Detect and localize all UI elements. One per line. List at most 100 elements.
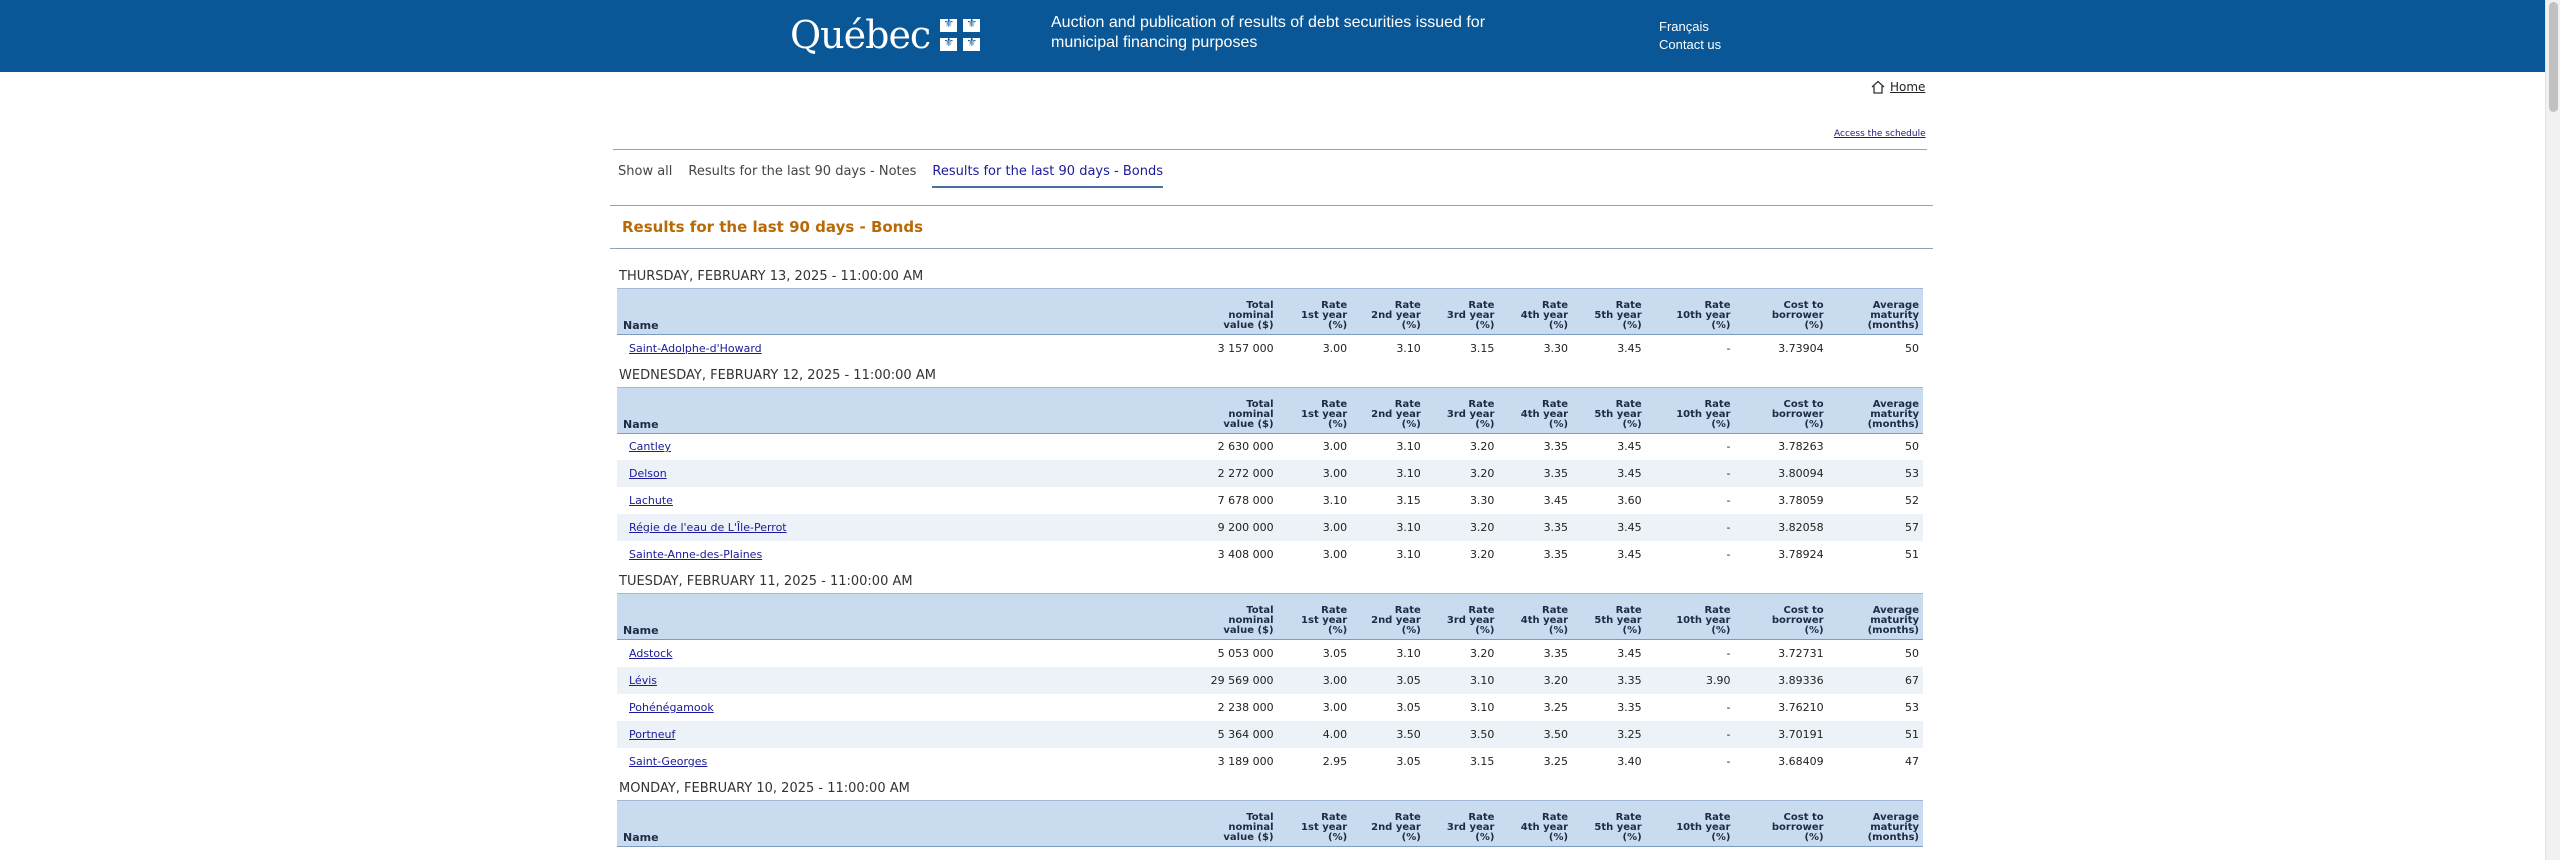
tab-bonds-90-days[interactable]: Results for the last 90 days - Bonds	[932, 164, 1163, 188]
column-header[interactable]: Cost to borrower (%)	[1734, 593, 1828, 640]
municipality-link[interactable]: Delson	[629, 467, 667, 480]
column-header-line: 1st year	[1301, 408, 1348, 420]
column-header-line: Rate	[1704, 605, 1731, 616]
column-header[interactable]: Total nominal value ($)	[1180, 386, 1278, 434]
column-header[interactable]: Total nominal value ($)	[1180, 799, 1278, 847]
column-header-line: Total	[1246, 398, 1274, 410]
table-row: Lévis 29 569 000 3.00 3.05 3.10 3.20 3.35 3.90 3…	[617, 666, 1923, 694]
column-header[interactable]: Rate 1st year (%)	[1277, 288, 1352, 335]
column-header[interactable]: Average maturity (months)	[1827, 288, 1923, 335]
column-header-line: Rate	[1542, 300, 1569, 311]
vertical-scrollbar[interactable]	[2545, 0, 2560, 860]
municipality-link[interactable]: Pohénégamook	[629, 700, 714, 714]
column-header[interactable]: Rate 2nd year (%)	[1351, 799, 1425, 847]
municipality-cell: Pohénégamook	[617, 694, 1180, 721]
column-header-line: (%)	[1475, 320, 1495, 331]
column-header-line: 2nd year	[1371, 615, 1421, 626]
column-header[interactable]: Rate 10th year (%)	[1645, 386, 1735, 434]
language-link[interactable]: Français	[1659, 19, 1709, 34]
municipality-link[interactable]: Portneuf	[629, 727, 676, 741]
day-title: THURSDAY, FEBRUARY 13, 2025 - 11:00:00 A…	[619, 269, 924, 284]
contact-link[interactable]: Contact us	[1659, 37, 1722, 52]
column-header-line: Name	[623, 830, 659, 844]
column-header[interactable]: Total nominal value ($)	[1180, 288, 1278, 335]
column-header-line: Rate	[1321, 300, 1348, 311]
municipality-link[interactable]: Lachute	[629, 494, 673, 507]
day-title: TUESDAY, FEBRUARY 11, 2025 - 11:00:00 AM	[619, 574, 913, 589]
value-cell: 3.10	[1351, 460, 1425, 487]
column-header-line: (months)	[1867, 625, 1919, 636]
column-header[interactable]: Average maturity (months)	[1827, 386, 1923, 434]
column-header[interactable]: Average maturity (months)	[1827, 799, 1923, 847]
column-header[interactable]: Rate 5th year (%)	[1572, 288, 1646, 335]
column-header-line: (%)	[1804, 625, 1824, 636]
column-header[interactable]: Name	[617, 386, 1181, 434]
value-cell: 3.20	[1424, 514, 1499, 541]
column-header-line: (%)	[1475, 418, 1495, 430]
municipality-link[interactable]: Cantley	[629, 440, 672, 454]
column-header[interactable]: Rate 4th year (%)	[1498, 593, 1573, 640]
column-header[interactable]: Rate 5th year (%)	[1572, 799, 1646, 847]
column-header[interactable]: Rate 3rd year (%)	[1424, 593, 1499, 640]
municipality-link[interactable]: Saint-Georges	[629, 754, 708, 768]
value-cell: 3 408 000	[1217, 548, 1274, 561]
column-header[interactable]: Rate 1st year (%)	[1277, 593, 1352, 640]
column-header-line: 1st year	[1301, 310, 1348, 321]
column-header[interactable]: Total nominal value ($)	[1180, 593, 1278, 640]
municipality-link[interactable]: Régie de l'eau de L'Île-Perrot	[629, 521, 787, 534]
column-header[interactable]: Rate 4th year (%)	[1498, 799, 1573, 847]
municipality-link[interactable]: Lévis	[629, 673, 657, 687]
municipality-link[interactable]: Adstock	[629, 646, 673, 660]
column-header[interactable]: Cost to borrower (%)	[1734, 386, 1828, 434]
column-header[interactable]: Rate 1st year (%)	[1277, 799, 1352, 847]
column-header[interactable]: Name	[617, 593, 1181, 640]
value-cell: 3 189 000	[1217, 754, 1274, 768]
column-header[interactable]: Rate 2nd year (%)	[1351, 386, 1425, 434]
municipality-link[interactable]: Saint-Adolphe-d'Howard	[629, 341, 762, 355]
column-header[interactable]: Rate 10th year (%)	[1645, 799, 1735, 847]
scrollbar-thumb[interactable]	[2549, 2, 2558, 112]
municipality-link[interactable]: Sainte-Anne-des-Plaines	[629, 548, 763, 561]
column-header-line: 1st year	[1301, 615, 1348, 626]
value-cell: 3.89336	[1734, 666, 1828, 694]
column-header[interactable]: Rate 2nd year (%)	[1351, 288, 1425, 335]
column-header[interactable]: Cost to borrower (%)	[1734, 288, 1828, 335]
tab-show-all[interactable]: Show all	[618, 164, 673, 179]
results-table: Name Total nominal value ($) Rate 1st year (%)…	[617, 386, 1923, 569]
column-header[interactable]: Rate 3rd year (%)	[1424, 799, 1499, 847]
table-row: Pohénégamook 2 238 000 3.00 3.05 3.10 3.25 3.3…	[617, 694, 1923, 721]
column-header[interactable]: Rate 10th year (%)	[1645, 288, 1735, 335]
column-header-line: (%)	[1622, 625, 1642, 636]
municipality-cell: Adstock	[617, 640, 1180, 667]
column-header[interactable]: Rate 3rd year (%)	[1424, 288, 1499, 335]
tab-notes-90-days[interactable]: Results for the last 90 days - Notes	[688, 164, 917, 179]
value-cell: 3.30	[1543, 341, 1569, 355]
result-tabs: Show all Results for the last 90 days - …	[618, 164, 1163, 188]
value-cell: 51	[1827, 720, 1923, 748]
column-header[interactable]: Average maturity (months)	[1827, 593, 1923, 640]
column-header[interactable]: Rate 4th year (%)	[1498, 386, 1573, 434]
column-header[interactable]: Cost to borrower (%)	[1734, 799, 1828, 847]
column-header[interactable]: Rate 5th year (%)	[1572, 386, 1646, 434]
value-cell: 2 238 000	[1217, 700, 1274, 714]
day-block: THURSDAY, FEBRUARY 13, 2025 - 11:00:00 A…	[617, 266, 1923, 362]
home-link[interactable]: Home	[1870, 79, 1925, 95]
value-cell: 3.68409	[1778, 754, 1824, 768]
value-cell: 3.78924	[1778, 548, 1824, 561]
column-header[interactable]: Rate 5th year (%)	[1572, 593, 1646, 640]
value-cell: 2 630 000	[1217, 440, 1274, 454]
value-cell: -	[1726, 494, 1731, 507]
value-cell: 3.20	[1498, 666, 1573, 694]
column-header[interactable]: Rate 3rd year (%)	[1424, 386, 1499, 434]
quebec-logo[interactable]: Québec	[790, 10, 981, 60]
column-header[interactable]: Rate 10th year (%)	[1645, 593, 1735, 640]
value-cell: 3.35	[1498, 514, 1573, 541]
column-header[interactable]: Rate 4th year (%)	[1498, 288, 1573, 335]
column-header[interactable]: Name	[617, 288, 1181, 335]
column-header-line: (%)	[1548, 418, 1569, 430]
column-header[interactable]: Rate 1st year (%)	[1277, 386, 1352, 434]
column-header-line: Rate	[1321, 605, 1348, 616]
schedule-link[interactable]: Access the schedule	[1834, 129, 1926, 139]
column-header[interactable]: Name	[617, 799, 1181, 847]
column-header[interactable]: Rate 2nd year (%)	[1351, 593, 1425, 640]
